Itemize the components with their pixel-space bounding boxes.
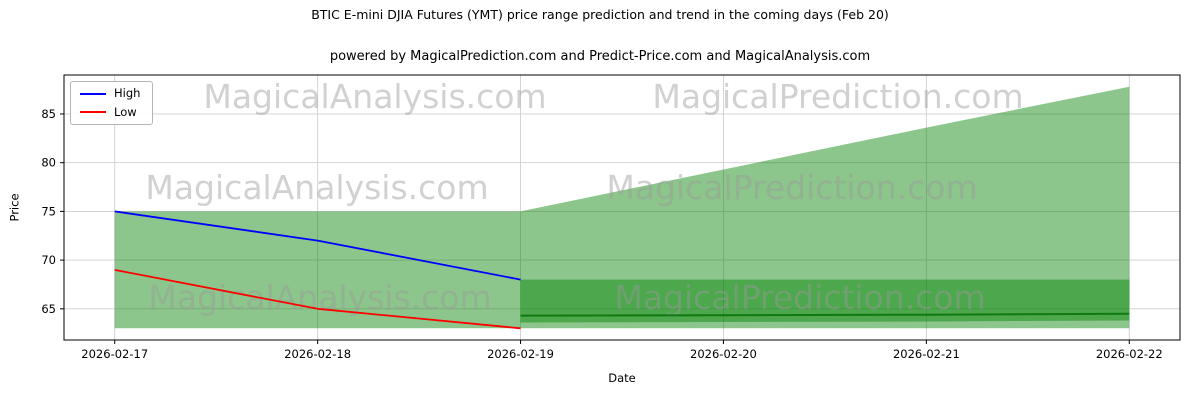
watermark-analysis: MagicalAnalysis.com: [148, 278, 491, 317]
legend-entry-high: High: [80, 86, 141, 100]
x-tick-label: 2026-02-17: [81, 347, 148, 361]
watermark-prediction: MagicalPrediction.com: [652, 77, 1023, 116]
x-tick-label: 2026-02-18: [284, 347, 351, 361]
legend: High Low: [70, 81, 154, 125]
y-tick-label: 75: [41, 204, 56, 218]
watermark-prediction: MagicalPrediction.com: [614, 278, 985, 317]
high-line: [114, 210, 521, 281]
chart-title: BTIC E-mini DJIA Futures (YMT) price ran…: [311, 7, 889, 22]
y-tick-label: 80: [41, 156, 56, 170]
y-axis-ticks: 65 70 75 80 85: [41, 107, 64, 316]
historical-range-band: [114, 211, 521, 329]
watermarks: MagicalAnalysis.com MagicalPrediction.com…: [145, 77, 1023, 317]
low-line: [114, 269, 521, 330]
forecast-fan-band: [520, 86, 1130, 329]
x-tick-label: 2026-02-22: [1096, 347, 1163, 361]
y-tick-label: 65: [41, 302, 56, 316]
watermark-analysis: MagicalAnalysis.com: [145, 168, 488, 207]
watermark-prediction: MagicalPrediction.com: [606, 168, 977, 207]
y-axis-label: Price: [7, 193, 22, 222]
x-tick-label: 2026-02-19: [487, 347, 554, 361]
chart-subtitle: powered by MagicalPrediction.com and Pre…: [329, 49, 871, 64]
plot-border: [63, 74, 1181, 341]
x-axis-label: Date: [608, 371, 636, 385]
low-line-swatch: [80, 111, 106, 114]
prediction-bands: [114, 86, 1130, 329]
y-tick-label: 70: [41, 253, 56, 267]
x-tick-label: 2026-02-21: [893, 347, 960, 361]
forecast-low-mid-line: [520, 312, 1130, 317]
forecast-lines: [520, 312, 1130, 317]
x-axis-ticks: 2026-02-17 2026-02-18 2026-02-19 2026-02-20…: [81, 340, 1163, 361]
legend-label-low: Low: [114, 104, 137, 119]
y-tick-label: 85: [41, 107, 56, 121]
legend-label-high: High: [114, 86, 141, 100]
legend-entry-low: Low: [80, 104, 140, 119]
forecast-low-band: [520, 279, 1130, 323]
watermark-analysis: MagicalAnalysis.com: [203, 77, 546, 116]
high-line-swatch: [80, 92, 106, 95]
x-tick-label: 2026-02-20: [690, 347, 757, 361]
gridlines: [64, 75, 1180, 340]
series-lines: [114, 210, 521, 330]
